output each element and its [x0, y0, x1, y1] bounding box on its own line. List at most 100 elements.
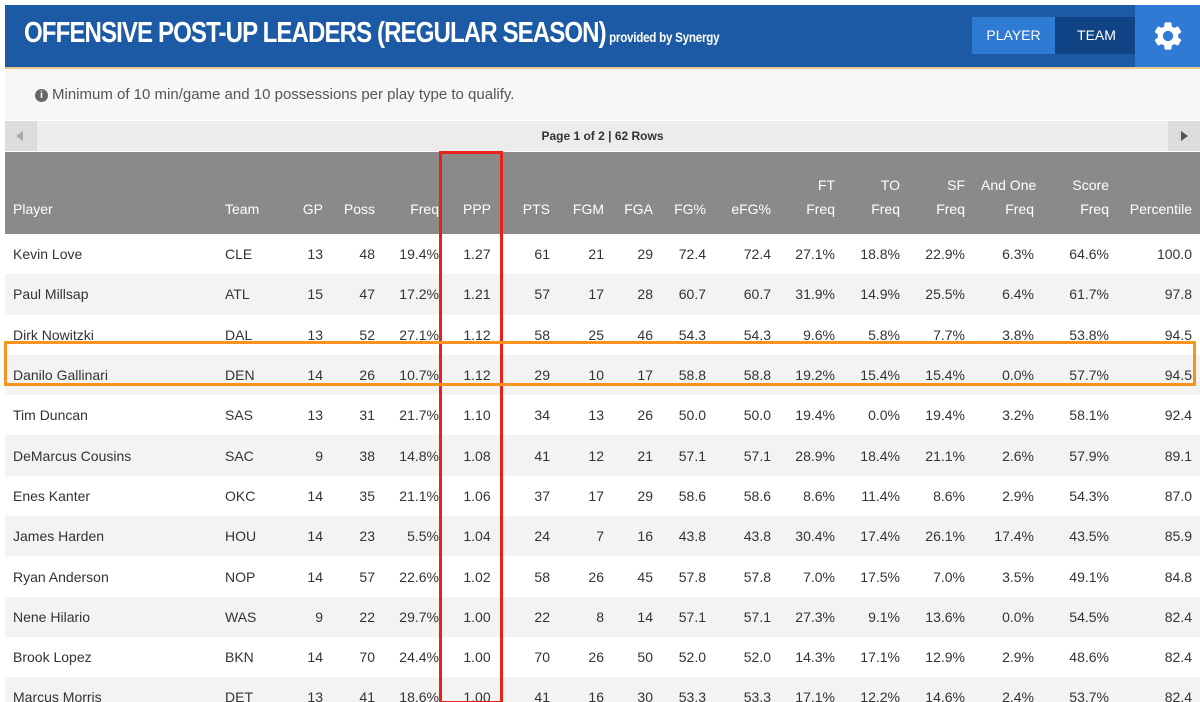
player-link[interactable]: Paul Millsap: [5, 274, 217, 315]
prev-page-button[interactable]: [5, 121, 37, 151]
player-link[interactable]: Ryan Anderson: [5, 556, 217, 597]
next-page-button[interactable]: [1168, 121, 1200, 151]
stat-cell: 24: [507, 516, 558, 557]
stat-cell: 23: [331, 516, 383, 557]
team-cell: CLE: [217, 234, 287, 275]
page-title-text: OFFENSIVE POST-UP LEADERS (REGULAR SEASO…: [24, 17, 607, 49]
stat-cell: 29: [612, 234, 661, 275]
stat-cell: 13: [287, 314, 331, 355]
stat-cell: 52.0: [661, 636, 714, 678]
player-toggle-button[interactable]: PLAYER: [972, 17, 1055, 54]
player-link[interactable]: Kevin Love: [5, 234, 217, 275]
stat-cell: 21: [558, 234, 612, 275]
column-header[interactable]: SF Freq: [908, 152, 973, 234]
table-row: Nene Hilario WAS 9 22 29.7% 1.00 22 8 14 57.1 57.1…: [5, 596, 1200, 637]
player-link[interactable]: Nene Hilario: [5, 596, 217, 637]
stat-cell: 3.2%: [973, 395, 1042, 436]
stat-cell: 54.3: [661, 314, 714, 355]
column-header[interactable]: FT Freq: [779, 152, 843, 234]
column-header[interactable]: And One Freq: [973, 152, 1042, 234]
player-link[interactable]: Danilo Gallinari: [5, 354, 217, 396]
stat-cell: 10.7%: [383, 354, 447, 396]
column-header[interactable]: Score Freq: [1042, 152, 1117, 234]
stat-cell: 5.5%: [383, 516, 447, 557]
stat-cell: 13: [287, 677, 331, 702]
provided-by-label: provided by Synergy: [609, 29, 720, 45]
stat-cell: 28.9%: [779, 435, 843, 476]
team-cell: NOP: [217, 556, 287, 597]
stat-cell: 12.9%: [908, 636, 973, 678]
column-header-line2: PTS: [522, 201, 550, 217]
stat-cell: 15: [287, 274, 331, 315]
stat-cell: 22: [507, 596, 558, 637]
stat-cell: 1.21: [447, 274, 507, 315]
stat-cell: 45: [612, 556, 661, 597]
team-toggle-button[interactable]: TEAM: [1055, 17, 1138, 54]
player-link[interactable]: Brook Lopez: [5, 636, 217, 678]
player-link[interactable]: Tim Duncan: [5, 395, 217, 436]
stat-cell: 16: [612, 516, 661, 557]
column-header[interactable]: PPP: [447, 152, 507, 234]
stat-cell: 14.8%: [383, 435, 447, 476]
stat-cell: 26: [331, 354, 383, 396]
header-bar: OFFENSIVE POST-UP LEADERS (REGULAR SEASO…: [5, 5, 1200, 69]
column-header[interactable]: Team: [217, 152, 287, 234]
stat-cell: 14.9%: [843, 274, 908, 315]
column-header[interactable]: PTS: [507, 152, 558, 234]
settings-button[interactable]: [1135, 5, 1200, 67]
stat-cell: 64.6%: [1042, 234, 1117, 275]
stat-cell: 8: [558, 596, 612, 637]
stat-cell: 17: [612, 354, 661, 396]
column-header[interactable]: Poss: [331, 152, 383, 234]
stat-cell: 38: [331, 435, 383, 476]
stat-cell: 9.1%: [843, 596, 908, 637]
stat-cell: 61: [507, 234, 558, 275]
stat-cell: 19.4%: [779, 395, 843, 436]
stat-cell: 2.6%: [973, 435, 1042, 476]
info-icon: i: [35, 89, 48, 102]
stat-cell: 37: [507, 475, 558, 517]
stat-cell: 8.6%: [779, 475, 843, 517]
stat-cell: 30: [612, 677, 661, 702]
stat-cell: 1.04: [447, 516, 507, 557]
column-header[interactable]: FGA: [612, 152, 661, 234]
stat-cell: 1.10: [447, 395, 507, 436]
column-header-line2: Freq: [1005, 201, 1034, 217]
stat-cell: 82.4: [1117, 596, 1200, 637]
column-header[interactable]: Percentile: [1117, 152, 1200, 234]
player-link[interactable]: Marcus Morris: [5, 677, 217, 702]
column-header-line2: PPP: [462, 201, 491, 217]
column-header[interactable]: Player: [5, 152, 217, 234]
column-header[interactable]: Freq: [383, 152, 447, 234]
qualification-note-text: Minimum of 10 min/game and 10 possession…: [52, 86, 515, 103]
stat-cell: 1.27: [447, 234, 507, 275]
stat-cell: 41: [331, 677, 383, 702]
stat-cell: 21.1%: [908, 435, 973, 476]
player-link[interactable]: DeMarcus Cousins: [5, 435, 217, 476]
table-row: Enes Kanter OKC 14 35 21.1% 1.06 37 17 29 58.6 58.…: [5, 475, 1200, 517]
stat-cell: 50.0: [714, 395, 779, 436]
stat-cell: 7.0%: [779, 556, 843, 597]
stat-cell: 1.12: [447, 314, 507, 355]
stat-cell: 19.4%: [908, 395, 973, 436]
stat-cell: 48.6%: [1042, 636, 1117, 678]
stat-cell: 57.7%: [1042, 354, 1117, 396]
team-cell: HOU: [217, 516, 287, 557]
stat-cell: 41: [507, 677, 558, 702]
pagination-bar: Page 1 of 2 | 62 Rows: [5, 121, 1200, 151]
stat-cell: 9: [287, 435, 331, 476]
stat-cell: 31: [331, 395, 383, 436]
column-header-line1: SF: [947, 177, 965, 193]
column-header[interactable]: GP: [287, 152, 331, 234]
stat-cell: 14.3%: [779, 636, 843, 678]
column-header[interactable]: FGM: [558, 152, 612, 234]
player-link[interactable]: James Harden: [5, 516, 217, 557]
stat-cell: 100.0: [1117, 234, 1200, 275]
column-header[interactable]: eFG%: [714, 152, 779, 234]
column-header[interactable]: FG%: [661, 152, 714, 234]
table-header-row: Player Team GP Poss Freq PPP PTS FGM FGA FG% eFG% F…: [5, 152, 1200, 234]
column-header[interactable]: TO Freq: [843, 152, 908, 234]
stat-cell: 94.5: [1117, 314, 1200, 355]
player-link[interactable]: Dirk Nowitzki: [5, 314, 217, 355]
player-link[interactable]: Enes Kanter: [5, 475, 217, 517]
